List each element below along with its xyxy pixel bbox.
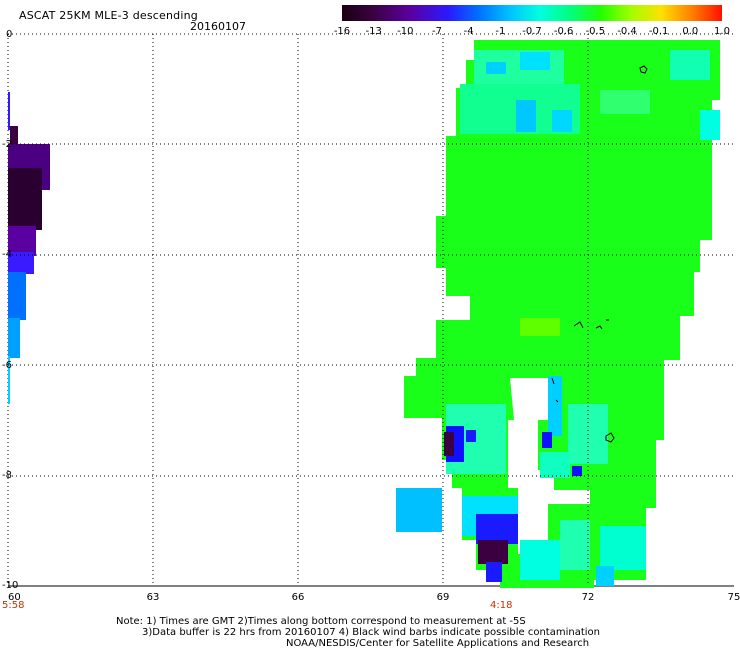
east-swath xyxy=(396,40,720,588)
colorbar-gradient xyxy=(342,5,722,21)
product-date: 20160107 xyxy=(190,20,246,33)
colorbar-label: -10 xyxy=(397,26,414,37)
grid-lines xyxy=(8,34,734,586)
colorbar-label: -0.5 xyxy=(585,26,606,37)
y-tick-3: -6 xyxy=(2,360,12,371)
colorbar-label: -16 xyxy=(333,26,351,37)
product-title: ASCAT 25KM MLE-3 descending xyxy=(19,9,198,22)
note-line-2: 3)Data buffer is 22 hrs from 20160107 4)… xyxy=(142,627,600,638)
note-line-3: NOAA/NESDIS/Center for Satellite Applica… xyxy=(286,638,590,649)
time-label-left: 5:58 xyxy=(2,600,25,611)
y-tick-5: -10 xyxy=(2,580,19,591)
colorbar-label: -7 xyxy=(432,26,442,37)
colorbar-label: -0.1 xyxy=(648,26,669,37)
x-tick-2: 66 xyxy=(291,592,305,603)
colorbar xyxy=(342,5,722,21)
colorbar-label: -4 xyxy=(463,26,474,37)
coastlines xyxy=(551,65,648,443)
colorbar-label: 0.0 xyxy=(682,26,699,37)
x-tick-4: 72 xyxy=(581,592,595,603)
y-tick-0: 0 xyxy=(6,29,13,40)
west-swath xyxy=(8,92,50,404)
x-tick-3: 69 xyxy=(436,592,450,603)
x-tick-0: 60 xyxy=(8,592,21,603)
time-label-mid: 4:18 xyxy=(490,600,513,611)
x-tick-5: 75 xyxy=(727,592,740,603)
y-tick-2: -4 xyxy=(2,249,12,260)
colorbar-label: -0.7 xyxy=(522,26,542,37)
colorbar-label: -13 xyxy=(365,26,382,37)
y-tick-4: -8 xyxy=(2,470,12,481)
colorbar-label: -0.6 xyxy=(553,26,574,37)
note-line-1: Note: 1) Times are GMT 2)Times along bot… xyxy=(116,616,526,627)
y-tick-1: -2 xyxy=(2,139,12,150)
colorbar-label: 1.0 xyxy=(714,26,730,37)
colorbar-label: -1 xyxy=(495,26,506,37)
x-tick-1: 63 xyxy=(146,592,160,603)
colorbar-label: -0.4 xyxy=(617,26,637,37)
